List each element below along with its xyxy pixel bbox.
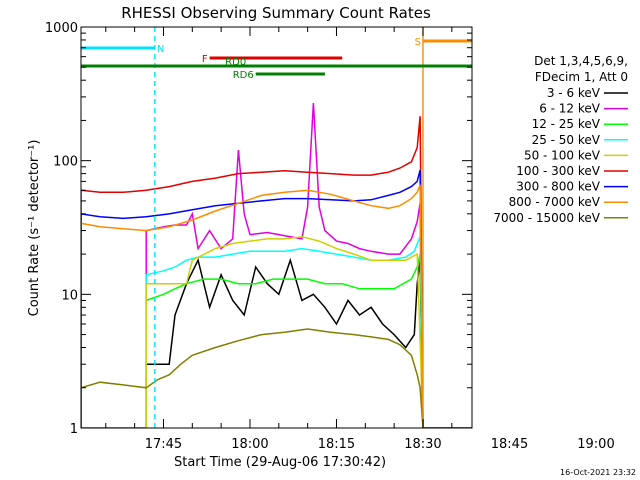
plot-clip-group <box>81 27 472 428</box>
legend-entry-label: 300 - 800 keV <box>516 180 600 194</box>
x-tick-label: 18:30 <box>404 437 441 452</box>
series-line-5 <box>81 116 472 428</box>
x-axis-label: Start Time (29-Aug-06 17:30:42) <box>174 455 386 470</box>
series-line-7 <box>81 184 472 428</box>
chart-title: RHESSI Observing Summary Count Rates <box>121 4 431 22</box>
flag-label-RD0: RD0 <box>225 57 246 68</box>
x-tick-label: 18:45 <box>491 437 528 452</box>
y-axis: 1 10 100 1000 <box>45 21 472 437</box>
legend-header-line: FDecim 1, Att 0 <box>535 70 628 84</box>
x-axis: 17:45 18:00 18:15 18:30 18:45 19:00 <box>105 27 615 452</box>
y-tick-label: 100 <box>53 155 78 170</box>
y-tick-label: 10 <box>61 288 78 303</box>
x-tick-label: 18:00 <box>231 437 268 452</box>
series-line-6 <box>81 169 472 428</box>
series-line-1 <box>81 102 472 428</box>
legend-entry-label: 6 - 12 keV <box>539 102 601 116</box>
series-line-0 <box>81 257 424 428</box>
legend-entry-label: 12 - 25 keV <box>532 117 601 131</box>
plot-area: N S F RD0 RD6 <box>80 26 473 429</box>
legend: Det 1,3,4,5,6,9, FDecim 1, Att 0 3 - 6 keV… <box>493 54 628 225</box>
x-tick-label: 17:45 <box>145 437 182 452</box>
legend-entry-label: 7000 - 15000 keV <box>493 211 600 225</box>
footer-timestamp: 16-Oct-2021 23:32 <box>560 468 636 477</box>
series-line-2 <box>81 253 472 428</box>
legend-header-line: Det 1,3,4,5,6,9, <box>534 54 628 68</box>
y-tick-label: 1 <box>70 422 78 437</box>
y-tick-label: 1000 <box>45 21 78 36</box>
series-line-3 <box>81 236 472 428</box>
series-line-8 <box>81 328 472 428</box>
plot-frame <box>80 26 473 429</box>
flag-label-RD6: RD6 <box>233 70 254 81</box>
flag-label-N: N <box>157 44 164 55</box>
legend-entry-label: 25 - 50 keV <box>532 133 601 147</box>
legend-entry-label: 50 - 100 keV <box>524 148 601 162</box>
flag-label-F: F <box>202 54 208 65</box>
legend-entry-label: 100 - 300 keV <box>516 164 600 178</box>
legend-entry-label: 800 - 7000 keV <box>509 195 601 209</box>
y-axis-label: Count Rate (s⁻¹ detector⁻¹) <box>27 140 42 317</box>
legend-entry-label: 3 - 6 keV <box>547 86 601 100</box>
x-tick-label: 18:15 <box>318 437 355 452</box>
flag-label-S: S <box>415 37 421 48</box>
series-line-4 <box>81 235 472 428</box>
x-tick-label: 19:00 <box>577 437 614 452</box>
